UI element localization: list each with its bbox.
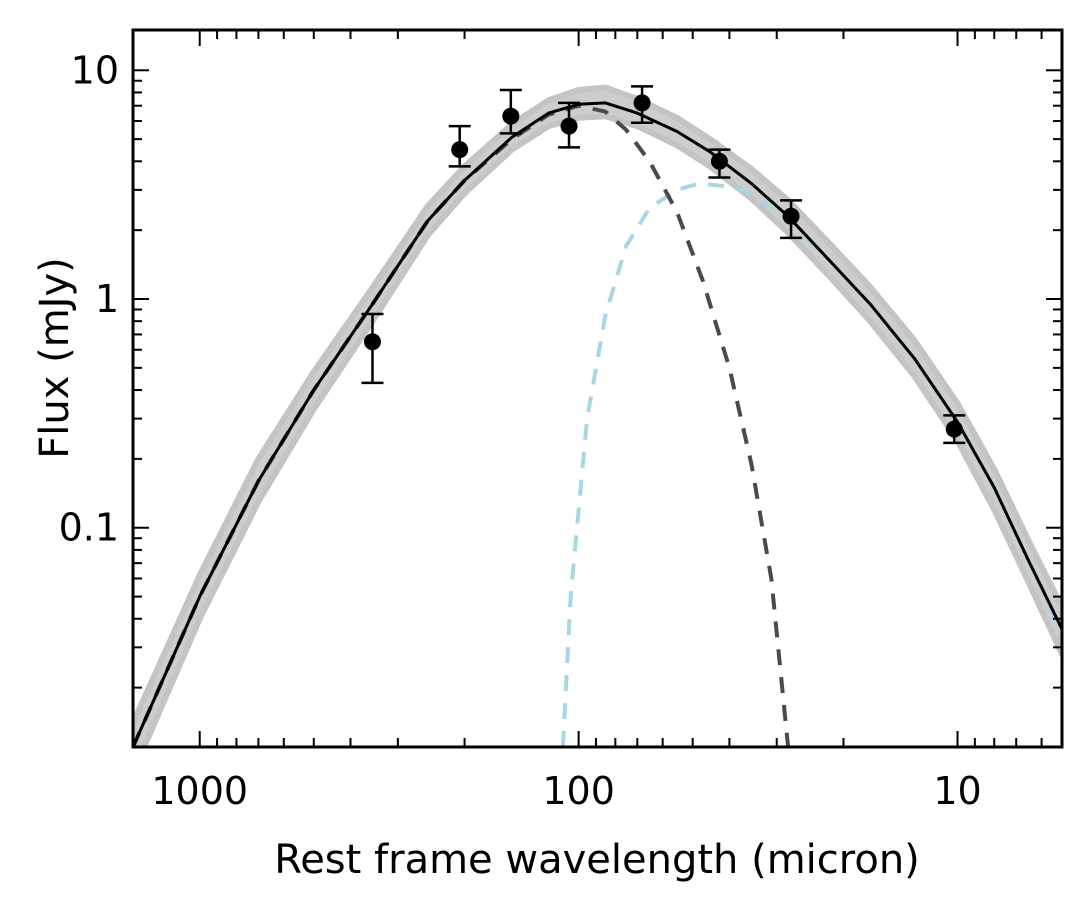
model-lines-layer [133,101,1062,747]
x-tick-label: 1000 [151,769,248,813]
data-point [708,148,731,179]
data-point [780,199,803,240]
data-point [499,88,522,135]
model-uncertainty-band [133,84,1062,747]
data-marker [451,141,469,159]
plot-area [133,84,1062,747]
x-tick-label: 100 [542,769,615,813]
data-points-layer [361,85,966,445]
data-marker [710,152,728,170]
data-marker [633,94,651,112]
uncertainty-band-layer [133,84,1062,747]
data-marker [782,207,800,225]
x-tick-label: 10 [933,769,981,813]
y-axis-label: Flux (mJy) [32,257,78,459]
data-point [631,85,654,124]
x-axis-label: Rest frame wavelength (micron) [274,837,920,883]
plot-frame [131,28,1064,749]
data-point [448,124,471,168]
tick-labels: 1000 100 10 10 1 0.1 [59,48,982,813]
data-point [558,101,581,149]
data-point [361,312,384,385]
y-tick-label: 1 [95,277,119,321]
data-marker [502,107,520,125]
data-marker [560,117,578,135]
y-tick-label: 10 [71,48,119,92]
data-marker [945,420,963,438]
y-tick-label: 0.1 [59,506,119,550]
data-point [943,414,966,445]
data-marker [363,333,381,351]
total-model-dashed-overlay [133,101,1062,747]
